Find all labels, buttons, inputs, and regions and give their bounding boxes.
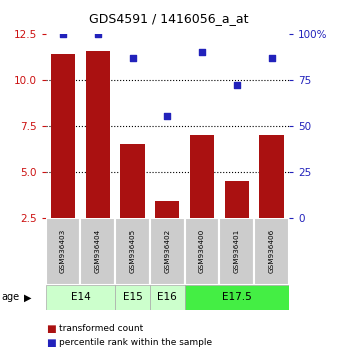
Point	[269, 55, 274, 61]
Text: ■: ■	[46, 338, 55, 348]
Bar	[120, 144, 145, 218]
Bar	[150, 218, 185, 285]
Text: transformed count: transformed count	[59, 324, 143, 333]
Bar	[254, 218, 289, 285]
Text: GSM936403: GSM936403	[60, 229, 66, 273]
Text: E16: E16	[158, 292, 177, 302]
Bar	[115, 218, 150, 285]
Text: E15: E15	[123, 292, 142, 302]
Point	[165, 114, 170, 119]
Text: GSM936402: GSM936402	[164, 229, 170, 273]
Bar	[51, 54, 75, 218]
Bar	[219, 218, 254, 285]
Point	[234, 82, 240, 88]
Point	[60, 31, 66, 36]
Bar	[185, 285, 289, 310]
Bar	[80, 218, 115, 285]
Text: ■: ■	[46, 324, 55, 333]
Point	[130, 55, 135, 61]
Bar	[185, 218, 219, 285]
Bar	[46, 218, 80, 285]
Bar	[46, 285, 115, 310]
Text: GSM936400: GSM936400	[199, 229, 205, 273]
Text: E14: E14	[71, 292, 90, 302]
Bar	[86, 51, 110, 218]
Text: GSM936404: GSM936404	[95, 229, 101, 273]
Text: age: age	[2, 292, 20, 302]
Text: GDS4591 / 1416056_a_at: GDS4591 / 1416056_a_at	[89, 12, 249, 25]
Text: ▶: ▶	[24, 292, 32, 302]
Text: GSM936406: GSM936406	[269, 229, 274, 273]
Bar	[150, 285, 185, 310]
Bar	[155, 201, 179, 218]
Text: E17.5: E17.5	[222, 292, 252, 302]
Point	[95, 31, 100, 36]
Point	[199, 49, 205, 55]
Bar	[225, 181, 249, 218]
Text: percentile rank within the sample: percentile rank within the sample	[59, 338, 212, 347]
Text: GSM936401: GSM936401	[234, 229, 240, 273]
Text: GSM936405: GSM936405	[129, 229, 136, 273]
Bar	[115, 285, 150, 310]
Bar	[190, 135, 214, 218]
Bar	[260, 135, 284, 218]
